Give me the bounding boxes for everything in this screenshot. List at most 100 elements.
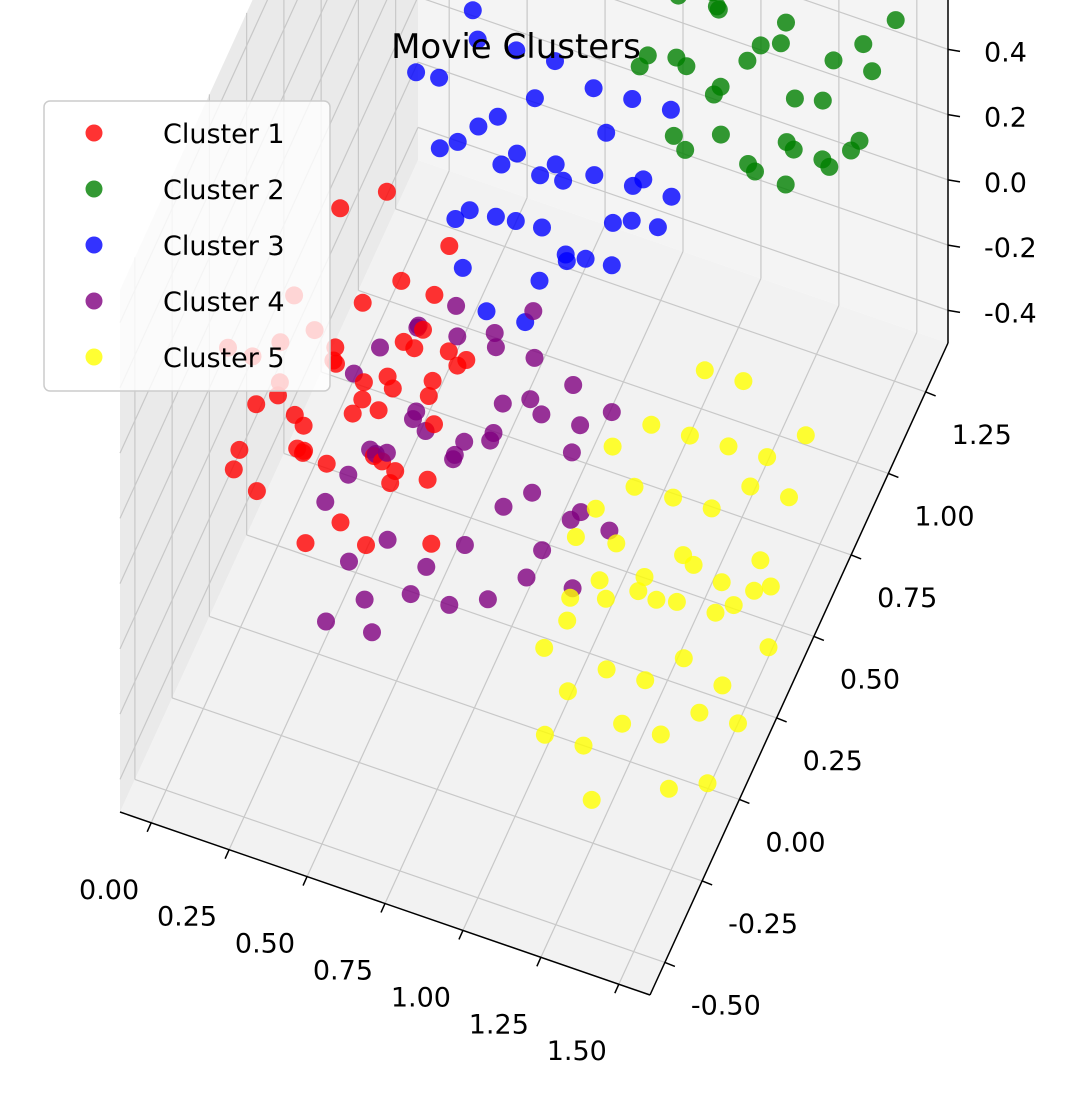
- cluster-5-point: [607, 534, 626, 553]
- cluster-1-point: [377, 182, 396, 201]
- cluster-1-point: [247, 395, 266, 414]
- cluster-3-point: [460, 201, 479, 220]
- cluster-5-point: [535, 725, 554, 744]
- cluster-5-point: [780, 488, 798, 507]
- cluster-5-point: [690, 703, 709, 722]
- cluster-3-point: [507, 41, 526, 60]
- cluster-3-point: [546, 52, 564, 71]
- cluster-5-point: [761, 577, 780, 596]
- cluster-5-point: [561, 588, 580, 607]
- cluster-3-point: [661, 100, 680, 119]
- cluster-5-point: [724, 596, 743, 615]
- cluster-3-point: [531, 166, 550, 185]
- cluster-2-point: [670, 0, 687, 5]
- cluster-5-point: [745, 581, 764, 600]
- cluster-5-point: [647, 590, 666, 609]
- cluster-2-point: [777, 13, 795, 32]
- cluster-5-point: [713, 676, 732, 695]
- cluster-2-point: [738, 51, 757, 70]
- cluster-5-point: [741, 477, 760, 496]
- cluster-5-point: [574, 736, 593, 755]
- cluster-4-point: [339, 465, 358, 484]
- cluster-1-point: [386, 462, 405, 481]
- cluster-1-point: [327, 354, 345, 373]
- cluster-4-point: [564, 376, 583, 394]
- z-tick-label: 0.4: [984, 37, 1027, 68]
- cluster-4-point: [571, 503, 590, 522]
- cluster-5-point: [712, 573, 731, 592]
- chart-title: Movie Clusters: [391, 27, 641, 67]
- cluster-2-point: [776, 175, 795, 194]
- cluster-5-point: [759, 638, 778, 657]
- cluster-5-point: [758, 448, 777, 467]
- cluster-3-point: [584, 79, 603, 98]
- cluster-1-point: [353, 390, 372, 409]
- cluster-5-point: [558, 682, 577, 701]
- grid-line-y-floor: [358, 289, 889, 474]
- cluster-3-point: [486, 207, 505, 226]
- cluster-4-point: [448, 327, 467, 346]
- y-tick-label: 0.50: [840, 664, 900, 695]
- cluster-3-point: [530, 271, 549, 290]
- cluster-5-point: [698, 774, 717, 793]
- legend: Cluster 1 Cluster 2 Cluster 3 Cluster 4 Clus…: [43, 100, 331, 392]
- cluster-4-point: [417, 557, 436, 576]
- cluster-2-point: [676, 140, 695, 159]
- cluster-3-point: [477, 302, 496, 321]
- cluster-3-point: [554, 171, 573, 190]
- grid-line-z-left: [119, 127, 419, 780]
- z-tick: [947, 309, 961, 314]
- cluster-1-point: [457, 351, 476, 369]
- cluster-5-point: [796, 426, 815, 445]
- cluster-4-point: [525, 348, 544, 367]
- cluster-4-point: [378, 530, 397, 549]
- cluster-4-point: [478, 590, 497, 609]
- legend-marker: [85, 180, 103, 198]
- legend-label: Cluster 5: [163, 343, 285, 374]
- cluster-2-point: [751, 36, 770, 55]
- cluster-1-point: [354, 373, 373, 392]
- cluster-2-point: [746, 162, 764, 181]
- cluster-5-point: [729, 714, 747, 733]
- cluster-3-point: [448, 132, 467, 151]
- cluster-1-point: [357, 536, 375, 555]
- cluster-5-point: [642, 415, 661, 434]
- y-tick: [813, 635, 825, 642]
- y-tick: [664, 961, 676, 968]
- legend-label: Cluster 3: [163, 231, 285, 262]
- cluster-1-point: [247, 482, 266, 501]
- x-tick-label: 1.00: [391, 982, 451, 1013]
- cluster-2-point: [854, 35, 873, 54]
- cluster-3-point: [468, 30, 487, 49]
- cluster-1-point: [425, 285, 444, 304]
- cluster-1-point: [294, 416, 313, 435]
- cluster-3-point: [407, 63, 426, 82]
- cluster-1-point: [418, 470, 437, 489]
- cluster-5-point: [629, 582, 648, 601]
- cluster-4-point: [486, 338, 505, 357]
- cluster-4-point: [562, 443, 581, 462]
- cluster-3-point: [623, 90, 642, 108]
- x-tick: [614, 983, 620, 994]
- cluster-5-point: [636, 671, 655, 690]
- z-tick-label: 0.6: [984, 0, 1027, 3]
- cluster-5-point: [535, 638, 554, 657]
- cluster-1-point: [439, 342, 458, 361]
- axes-ticks: 0.00 0.25 0.50 0.75 1.00 1.25 1.50 -0.50 -0.25 0.…: [79, 0, 1037, 1067]
- cluster-4-point: [521, 390, 540, 409]
- cluster-5-point: [659, 779, 678, 798]
- cluster-4-point: [533, 541, 552, 560]
- grid-line-x-floor: [228, 197, 528, 850]
- cluster-3-point: [430, 68, 449, 87]
- cluster-2-point: [638, 46, 657, 65]
- cluster-4-point: [455, 432, 474, 451]
- z-tick: [947, 113, 961, 118]
- cluster-4-point: [447, 296, 466, 315]
- cluster-4-point: [440, 595, 459, 614]
- grid-line-z-back: [614, 0, 949, 116]
- cluster-5-point: [702, 499, 721, 518]
- x-tick-label: 1.50: [547, 1036, 607, 1067]
- x-tick: [224, 849, 230, 859]
- cluster-5-point: [586, 499, 605, 518]
